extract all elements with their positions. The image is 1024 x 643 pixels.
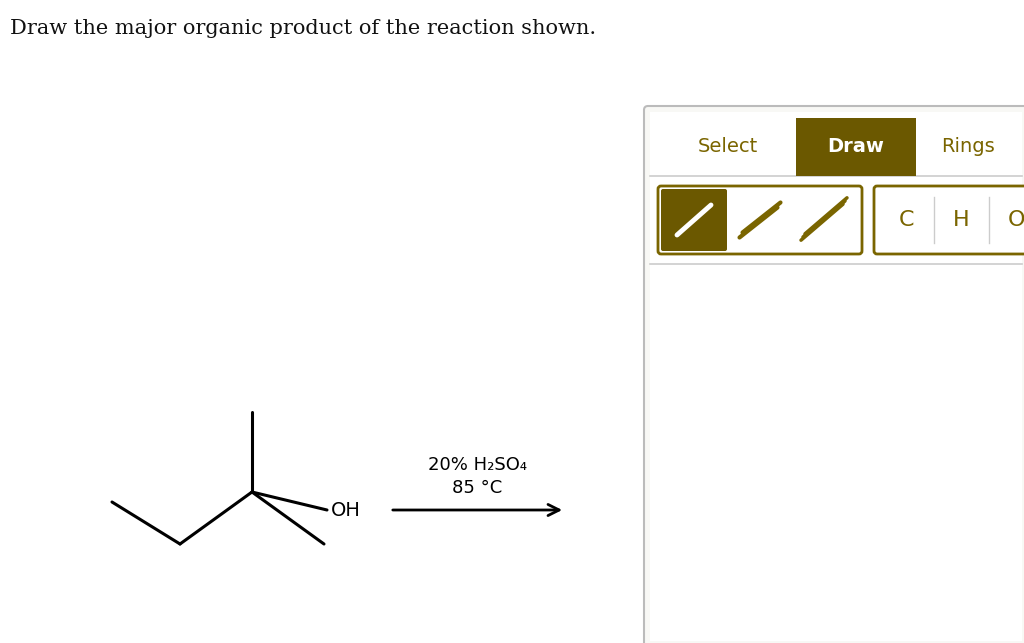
FancyBboxPatch shape — [644, 106, 1024, 643]
Text: O: O — [1008, 210, 1024, 230]
Text: Draw the major organic product of the reaction shown.: Draw the major organic product of the re… — [10, 19, 596, 37]
Text: 20% H₂SO₄: 20% H₂SO₄ — [428, 456, 527, 474]
FancyBboxPatch shape — [662, 189, 727, 251]
Text: C: C — [899, 210, 914, 230]
Bar — [791, 191, 853, 249]
Text: Draw: Draw — [827, 138, 885, 156]
FancyBboxPatch shape — [874, 186, 1024, 254]
Text: H: H — [953, 210, 970, 230]
Text: OH: OH — [331, 500, 360, 520]
Bar — [650, 112, 1022, 641]
Bar — [727, 191, 790, 249]
Text: Select: Select — [698, 138, 758, 156]
Bar — [650, 118, 1022, 176]
Bar — [796, 118, 916, 176]
FancyBboxPatch shape — [658, 186, 862, 254]
Text: 85 °C: 85 °C — [453, 479, 503, 497]
Text: Rings: Rings — [941, 138, 995, 156]
